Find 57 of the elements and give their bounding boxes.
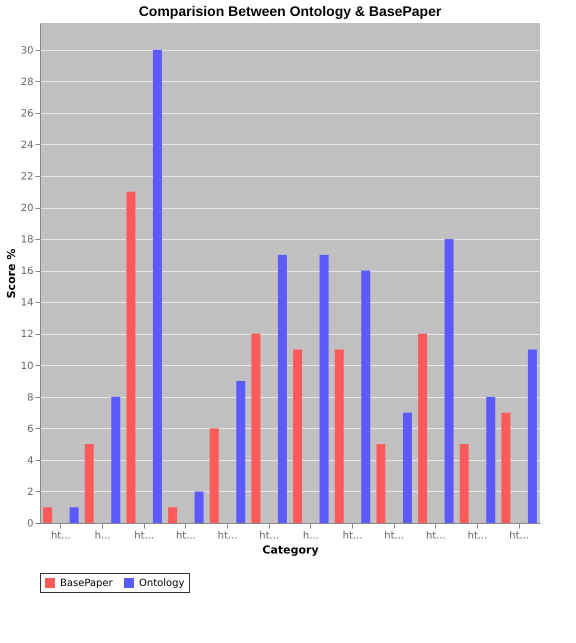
y-axis-title: Score %: [4, 248, 18, 298]
bar: [278, 254, 287, 523]
x-tick-label: ht...: [134, 530, 154, 542]
bar: [84, 444, 94, 523]
y-tick-label: 22: [20, 171, 34, 182]
y-tick-label: 6: [27, 424, 34, 435]
x-tick-label: ht...: [384, 530, 404, 542]
bar: [460, 444, 469, 523]
bar: [334, 350, 344, 523]
y-tick-label: 26: [20, 108, 34, 120]
x-tick-label: ht...: [509, 530, 530, 542]
bar: [402, 412, 412, 523]
y-tick-label: 16: [20, 266, 34, 278]
y-tick-label: 12: [20, 329, 34, 340]
x-tick-label: ht...: [426, 530, 446, 542]
bar: [168, 507, 178, 523]
bar: [210, 428, 219, 523]
bar: [126, 192, 136, 523]
y-tick-label: 30: [20, 45, 34, 56]
bar: [236, 381, 246, 523]
bar: [418, 334, 428, 523]
chart-title: Comparision Between Ontology & BasePaper: [138, 3, 442, 19]
y-tick-label: 28: [20, 76, 34, 88]
x-tick-label: ht...: [176, 530, 196, 542]
legend-label: BasePaper: [60, 578, 114, 589]
legend-label: Ontology: [139, 578, 184, 589]
bar: [376, 444, 386, 523]
bar: [501, 412, 510, 523]
x-tick-label: ht...: [50, 530, 71, 542]
x-axis-title: Category: [262, 544, 319, 556]
bar: [293, 350, 302, 523]
x-tick-label: ht...: [468, 530, 488, 542]
y-tick-label: 20: [20, 203, 34, 214]
bar: [528, 350, 537, 523]
x-tick-label: h...: [302, 530, 319, 542]
y-tick-label: 18: [20, 234, 34, 246]
x-tick-label: h...: [94, 530, 110, 542]
bar: [444, 239, 454, 523]
bar: [486, 396, 496, 523]
bar: [111, 396, 120, 523]
y-tick-label: 10: [20, 360, 34, 372]
x-tick-label: ht...: [342, 530, 362, 542]
x-tick-label: ht...: [259, 530, 280, 542]
y-tick-label: 8: [27, 392, 34, 404]
y-tick-label: 2: [27, 486, 34, 498]
y-tick-label: 4: [27, 455, 34, 466]
bar: [194, 491, 204, 523]
bar: [320, 254, 329, 523]
bar: [251, 334, 260, 523]
y-tick-label: 14: [20, 298, 34, 309]
bar: [152, 50, 162, 523]
bar: [43, 507, 52, 523]
x-tick-label: ht...: [218, 530, 238, 542]
bar: [361, 270, 370, 523]
y-tick-label: 24: [20, 140, 34, 151]
bar: [70, 507, 79, 523]
y-tick-label: 0: [27, 518, 34, 530]
